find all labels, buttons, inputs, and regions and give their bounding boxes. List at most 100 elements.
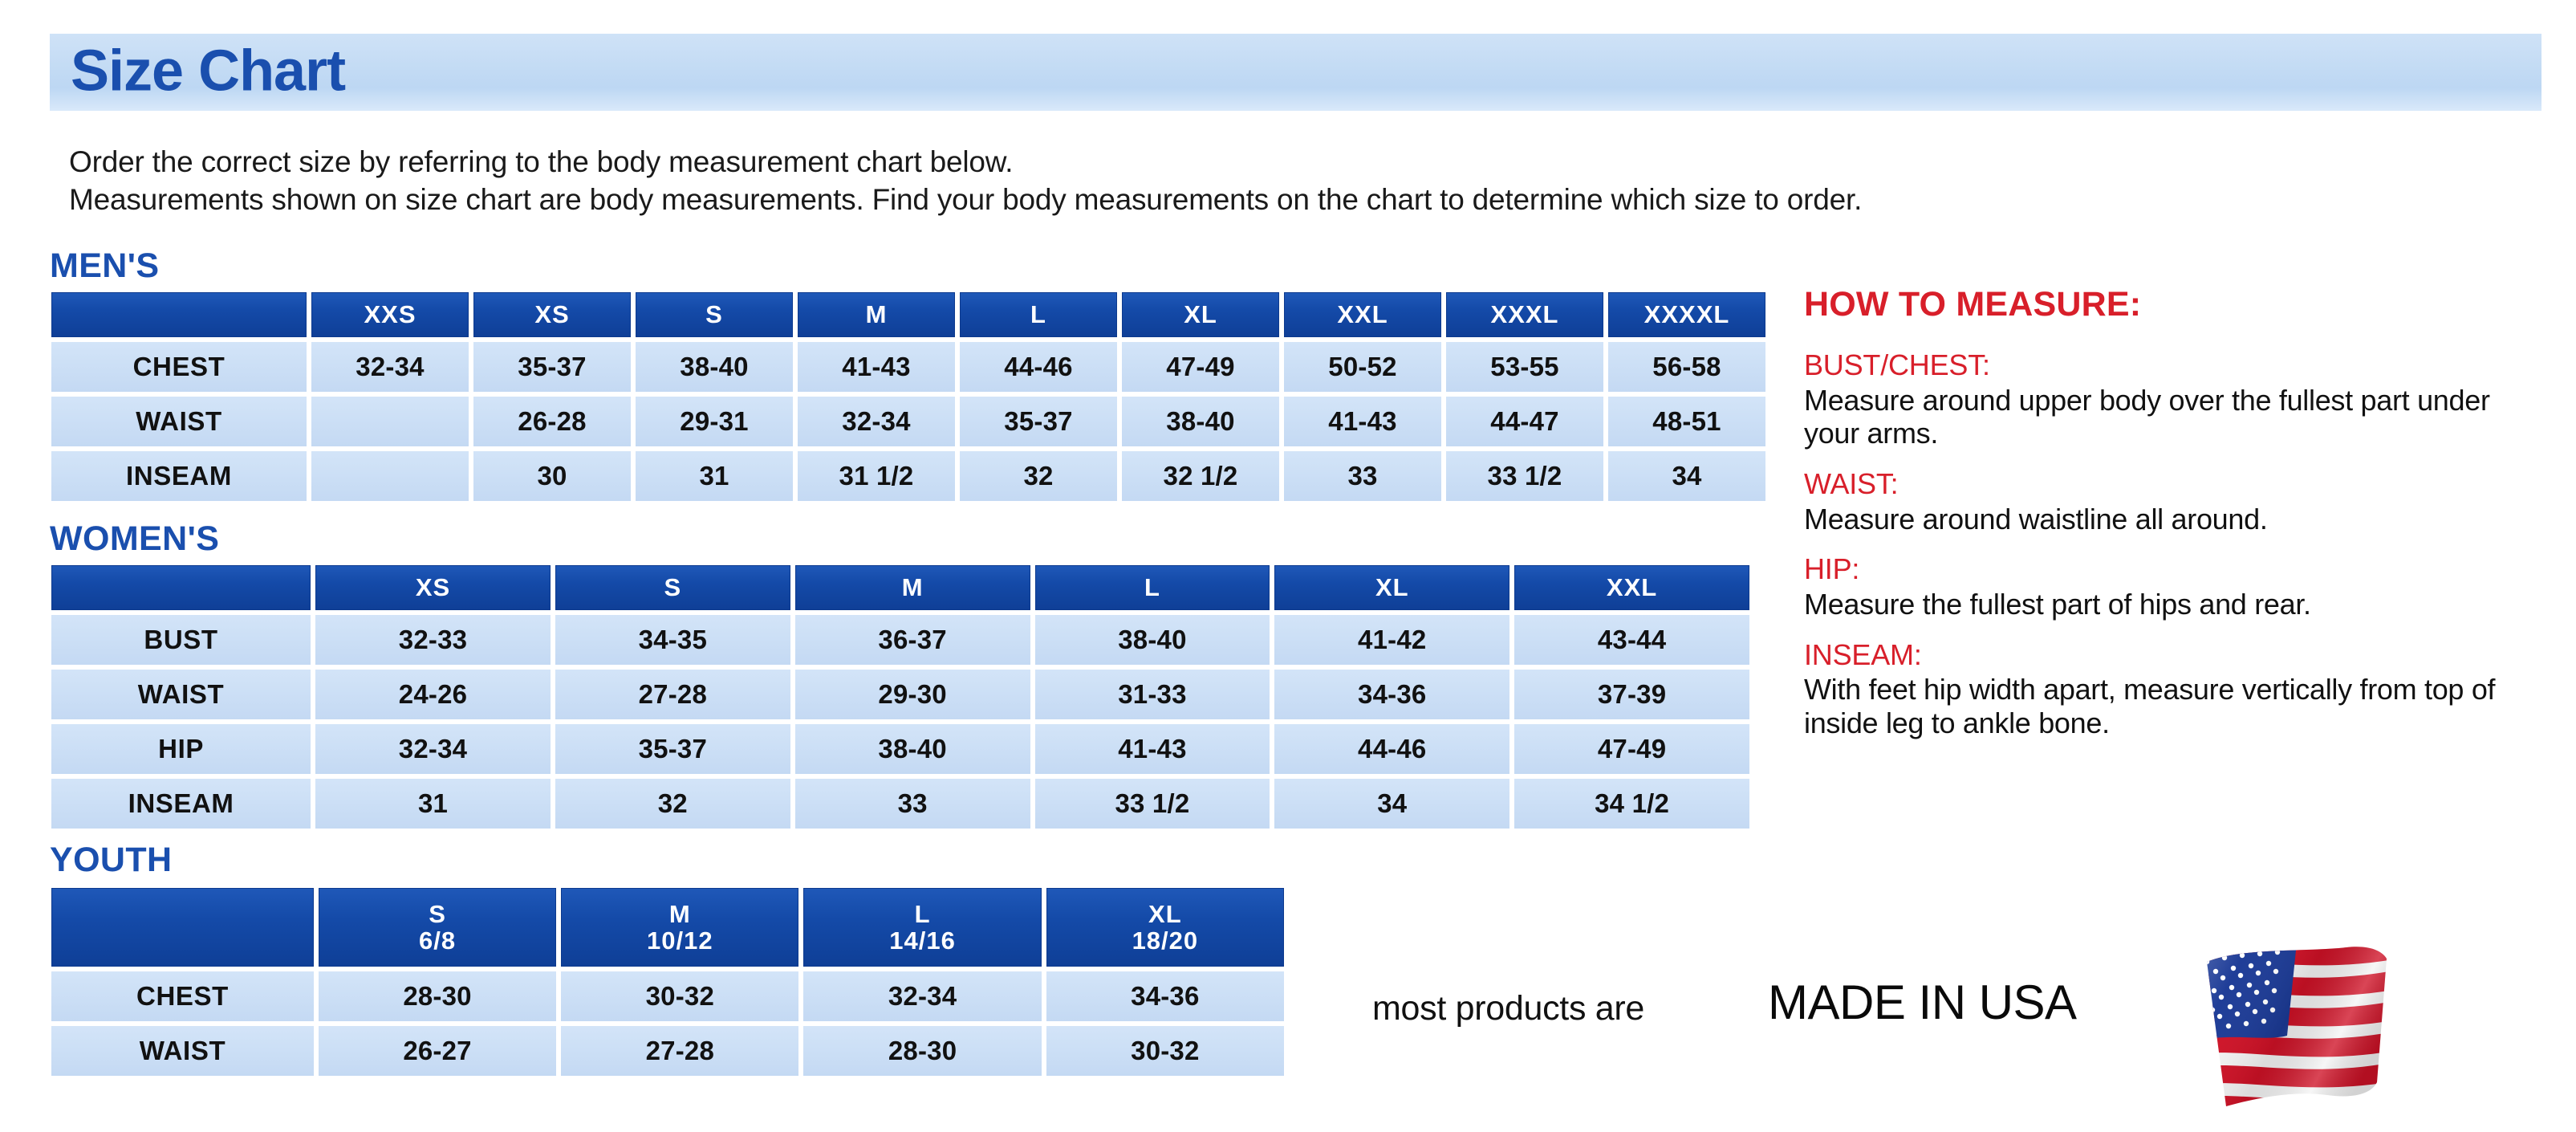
youth-cell-chest-m: 30-32: [561, 971, 799, 1021]
mens-cell-waist-xxs: [311, 397, 469, 446]
womens-header-row: XS S M L XL XXL: [51, 565, 1749, 610]
womens-cell-inseam-m: 33: [794, 779, 1030, 829]
table-row: BUST 32-33 34-35 36-37 38-40 41-42 43-44: [51, 615, 1749, 665]
womens-cell-waist-xl: 34-36: [1274, 670, 1510, 719]
mens-corner-cell: [51, 292, 307, 337]
womens-cell-bust-m: 36-37: [794, 615, 1030, 665]
youth-col-header-s: S 6/8: [318, 888, 557, 967]
youth-corner-cell: [51, 888, 314, 967]
how-to-measure-desc-bust-chest: Measure around upper body over the fulle…: [1804, 383, 2490, 450]
youth-cell-chest-l: 32-34: [803, 971, 1042, 1021]
womens-col-header-s: S: [555, 565, 790, 610]
mens-cell-inseam-s: 31: [636, 451, 793, 501]
womens-cell-waist-l: 31-33: [1034, 670, 1270, 719]
womens-cell-waist-m: 29-30: [794, 670, 1030, 719]
womens-cell-hip-xxl: 47-49: [1514, 724, 1749, 774]
youth-col-header-xl: XL 18/20: [1046, 888, 1284, 967]
youth-cell-waist-s: 26-27: [318, 1026, 557, 1076]
mens-table-body: CHEST 32-34 35-37 38-40 41-43 44-46 47-4…: [51, 342, 1765, 501]
page-title-band: Size Chart: [50, 34, 2541, 111]
mens-col-header-xxxl: XXXL: [1446, 292, 1603, 337]
mens-row-label-waist: WAIST: [51, 397, 307, 446]
mens-table-head: XXS XS S M L XL XXL XXXL XXXXL: [51, 292, 1765, 337]
womens-size-table: XS S M L XL XXL BUST 32-33 34-35 36-37 3…: [47, 560, 1754, 833]
womens-cell-inseam-s: 32: [555, 779, 790, 829]
youth-table-body: CHEST 28-30 30-32 32-34 34-36 WAIST 26-2…: [51, 971, 1284, 1076]
intro-paragraph: Order the correct size by referring to t…: [69, 143, 2533, 219]
mens-cell-inseam-xxxl: 33 1/2: [1446, 451, 1603, 501]
how-to-measure-term-inseam: INSEAM:: [1804, 637, 1922, 671]
mens-col-header-xl: XL: [1122, 292, 1279, 337]
womens-cell-hip-xl: 44-46: [1274, 724, 1510, 774]
mens-cell-waist-s: 29-31: [636, 397, 793, 446]
mens-cell-inseam-xxxxl: 34: [1608, 451, 1765, 501]
mens-col-header-l: L: [960, 292, 1117, 337]
womens-cell-bust-xl: 41-42: [1274, 615, 1510, 665]
mens-cell-inseam-xs: 30: [473, 451, 631, 501]
mens-row-label-chest: CHEST: [51, 342, 307, 392]
womens-cell-hip-xs: 32-34: [315, 724, 551, 774]
mens-cell-chest-xxxl: 53-55: [1446, 342, 1603, 392]
youth-col-header-m: M 10/12: [561, 888, 799, 967]
youth-col-header-l-ages: 14/16: [889, 926, 956, 955]
made-in-usa-prefix: most products are: [1372, 989, 1645, 1028]
mens-cell-inseam-xxs: [311, 451, 469, 501]
mens-cell-chest-xxxxl: 56-58: [1608, 342, 1765, 392]
womens-cell-hip-s: 35-37: [555, 724, 790, 774]
how-to-measure-item-bust-chest: BUST/CHEST: Measure around upper body ov…: [1804, 349, 2550, 450]
how-to-measure-desc-waist: Measure around waistline all around.: [1804, 502, 2268, 535]
page-title: Size Chart: [71, 39, 346, 104]
youth-col-header-m-size: M: [668, 899, 691, 928]
womens-cell-bust-xxl: 43-44: [1514, 615, 1749, 665]
youth-col-header-xl-ages: 18/20: [1132, 926, 1199, 955]
made-in-usa-emphasis: MADE IN USA: [1768, 975, 2077, 1029]
womens-table-body: BUST 32-33 34-35 36-37 38-40 41-42 43-44…: [51, 615, 1749, 829]
womens-cell-bust-s: 34-35: [555, 615, 790, 665]
mens-cell-waist-m: 32-34: [798, 397, 955, 446]
table-row: INSEAM 31 32 33 33 1/2 34 34 1/2: [51, 779, 1749, 829]
womens-corner-cell: [51, 565, 311, 610]
how-to-measure-heading: HOW TO MEASURE:: [1804, 285, 2142, 324]
table-row: WAIST 24-26 27-28 29-30 31-33 34-36 37-3…: [51, 670, 1749, 719]
youth-col-header-s-size: S: [429, 899, 446, 928]
mens-cell-waist-xs: 26-28: [473, 397, 631, 446]
womens-row-label-inseam: INSEAM: [51, 779, 311, 829]
youth-col-header-m-ages: 10/12: [647, 926, 713, 955]
mens-cell-chest-l: 44-46: [960, 342, 1117, 392]
womens-cell-waist-s: 27-28: [555, 670, 790, 719]
womens-col-header-xs: XS: [315, 565, 551, 610]
mens-col-header-xs: XS: [473, 292, 631, 337]
mens-cell-chest-s: 38-40: [636, 342, 793, 392]
how-to-measure-panel: HOW TO MEASURE: BUST/CHEST: Measure arou…: [1804, 287, 2550, 758]
youth-col-header-s-ages: 6/8: [418, 926, 457, 955]
youth-cell-chest-s: 28-30: [318, 971, 557, 1021]
youth-header-row: S 6/8 M 10/12 L 14/16 XL 18/20: [51, 888, 1284, 967]
womens-row-label-waist: WAIST: [51, 670, 311, 719]
mens-cell-chest-xs: 35-37: [473, 342, 631, 392]
womens-col-header-l: L: [1034, 565, 1270, 610]
mens-cell-chest-m: 41-43: [798, 342, 955, 392]
mens-cell-chest-xxs: 32-34: [311, 342, 469, 392]
youth-col-header-xl-size: XL: [1148, 899, 1182, 928]
how-to-measure-item-inseam: INSEAM: With feet hip width apart, measu…: [1804, 639, 2550, 740]
youth-cell-waist-xl: 30-32: [1046, 1026, 1284, 1076]
mens-cell-waist-xxxl: 44-47: [1446, 397, 1603, 446]
mens-cell-chest-xxl: 50-52: [1284, 342, 1441, 392]
mens-cell-waist-xxl: 41-43: [1284, 397, 1441, 446]
made-in-usa-row: most products are MADE IN USA: [1372, 947, 2552, 1121]
table-row: CHEST 28-30 30-32 32-34 34-36: [51, 971, 1284, 1021]
youth-cell-waist-l: 28-30: [803, 1026, 1042, 1076]
mens-cell-waist-xxxxl: 48-51: [1608, 397, 1765, 446]
mens-col-header-m: M: [798, 292, 955, 337]
mens-cell-inseam-m: 31 1/2: [798, 451, 955, 501]
table-row: HIP 32-34 35-37 38-40 41-43 44-46 47-49: [51, 724, 1749, 774]
mens-cell-waist-l: 35-37: [960, 397, 1117, 446]
usa-flag-icon: [2180, 941, 2398, 1113]
youth-table-head: S 6/8 M 10/12 L 14/16 XL 18/20: [51, 888, 1284, 967]
how-to-measure-term-waist: WAIST:: [1804, 467, 1899, 501]
mens-size-table: XXS XS S M L XL XXL XXXL XXXXL CHEST 32-…: [47, 287, 1770, 506]
how-to-measure-desc-hip: Measure the fullest part of hips and rea…: [1804, 588, 2311, 621]
intro-line-2: Measurements shown on size chart are bod…: [69, 183, 1863, 217]
womens-cell-inseam-xxl: 34 1/2: [1514, 779, 1749, 829]
